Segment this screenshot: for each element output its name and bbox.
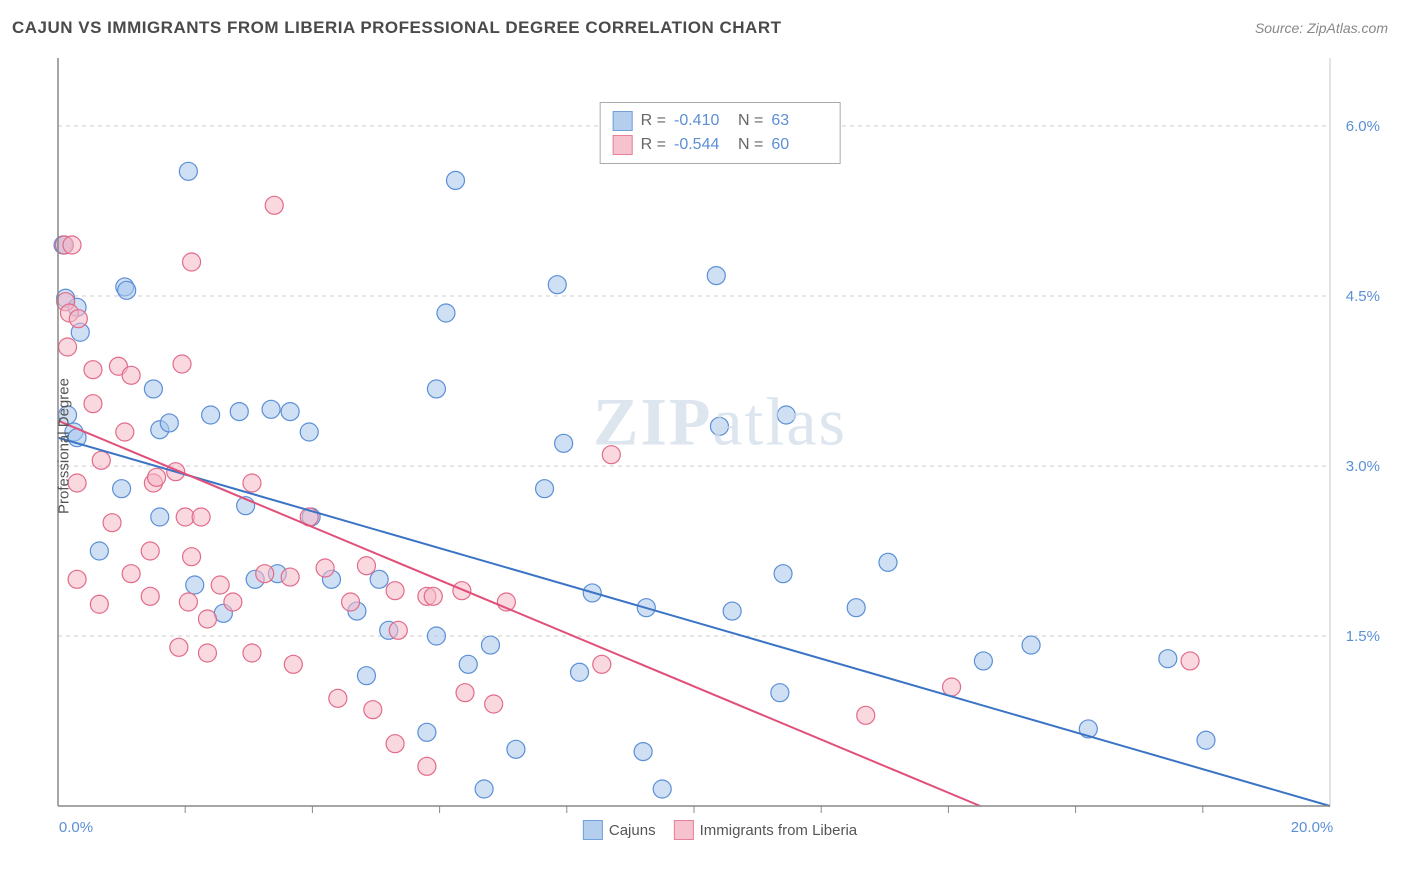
swatch-series2 [613, 135, 633, 155]
chart-title: CAJUN VS IMMIGRANTS FROM LIBERIA PROFESS… [12, 18, 782, 38]
n-label-1: N = [738, 112, 763, 130]
n-value-2: 60 [771, 136, 827, 154]
plot-area: Professional Degree ZIPatlas 1.5%3.0%4.5… [50, 50, 1390, 842]
legend-label-series1: Cajuns [609, 822, 656, 839]
bottom-legend: Cajuns Immigrants from Liberia [583, 820, 857, 840]
svg-text:3.0%: 3.0% [1346, 458, 1380, 475]
r-value-2: -0.544 [674, 136, 730, 154]
source-attribution: Source: ZipAtlas.com [1255, 20, 1388, 36]
r-label-1: R = [641, 112, 666, 130]
y-axis-label: Professional Degree [56, 378, 73, 514]
scatter-plot-svg: 1.5% 3.0% 4.5% 6.0% 0.0% 20.0% [50, 50, 1390, 842]
legend-item-series2: Immigrants from Liberia [674, 820, 858, 840]
n-label-2: N = [738, 136, 763, 154]
r-label-2: R = [641, 136, 666, 154]
svg-text:0.0%: 0.0% [59, 819, 93, 836]
stats-row-series2: R = -0.544 N = 60 [613, 133, 828, 157]
swatch-series1 [613, 111, 633, 131]
chart-container: CAJUN VS IMMIGRANTS FROM LIBERIA PROFESS… [0, 0, 1406, 892]
svg-text:6.0%: 6.0% [1346, 118, 1380, 135]
n-value-1: 63 [771, 112, 827, 130]
svg-text:20.0%: 20.0% [1291, 819, 1334, 836]
svg-text:1.5%: 1.5% [1346, 628, 1380, 645]
r-value-1: -0.410 [674, 112, 730, 130]
stats-legend-box: R = -0.410 N = 63 R = -0.544 N = 60 [600, 102, 841, 164]
legend-swatch-series1 [583, 820, 603, 840]
stats-row-series1: R = -0.410 N = 63 [613, 109, 828, 133]
legend-item-series1: Cajuns [583, 820, 656, 840]
svg-text:4.5%: 4.5% [1346, 288, 1380, 305]
legend-label-series2: Immigrants from Liberia [700, 822, 858, 839]
legend-swatch-series2 [674, 820, 694, 840]
